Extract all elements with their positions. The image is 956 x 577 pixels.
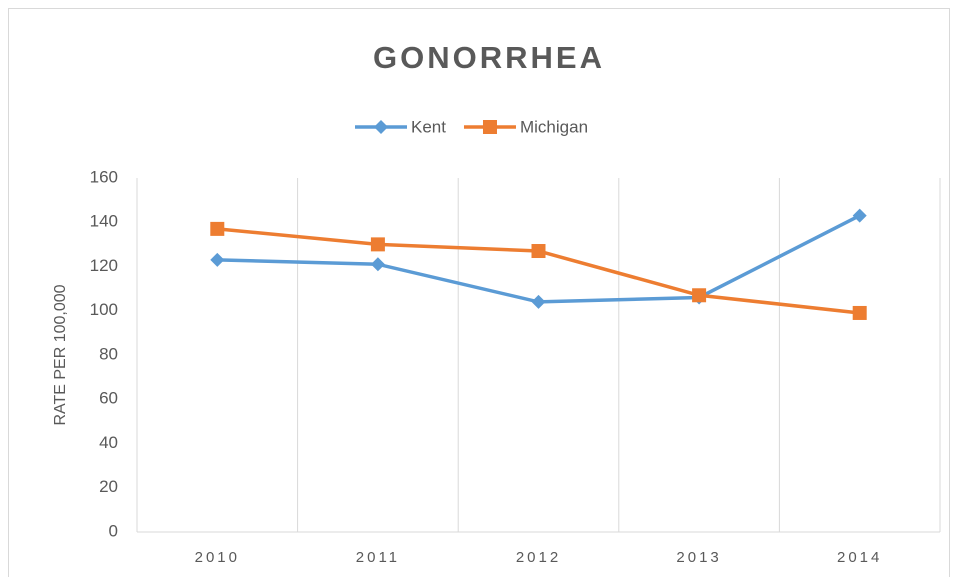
y-tick-label: 160 [90,167,118,186]
point [374,120,388,134]
point [210,252,225,267]
y-tick-label: 0 [109,521,118,540]
y-tick-label: 20 [99,477,118,496]
point [210,221,225,236]
y-tick-label: 140 [90,212,118,231]
legend-label: Michigan [520,117,588,136]
point [482,120,497,134]
chart-title: GONORRHEA [373,40,605,75]
point [531,244,546,259]
point [531,294,546,309]
chart-border [8,8,950,577]
point [852,305,867,320]
legend-label: Kent [411,117,446,136]
point [370,257,385,272]
y-tick-label: 100 [90,300,118,319]
y-tick-label: 120 [90,256,118,275]
point [852,208,867,223]
y-tick-label: 60 [99,389,118,408]
y-axis-label: RATE PER 100,000 [52,284,69,425]
y-tick-label: 80 [99,344,118,363]
x-tick-label: 2012 [516,549,561,566]
x-tick-label: 2013 [676,549,721,566]
x-tick-label: 2011 [356,549,400,566]
x-tick-label: 2014 [837,549,882,566]
x-tick-label: 2010 [195,549,240,566]
point [370,237,385,252]
y-tick-label: 40 [99,433,118,452]
point [692,288,707,303]
